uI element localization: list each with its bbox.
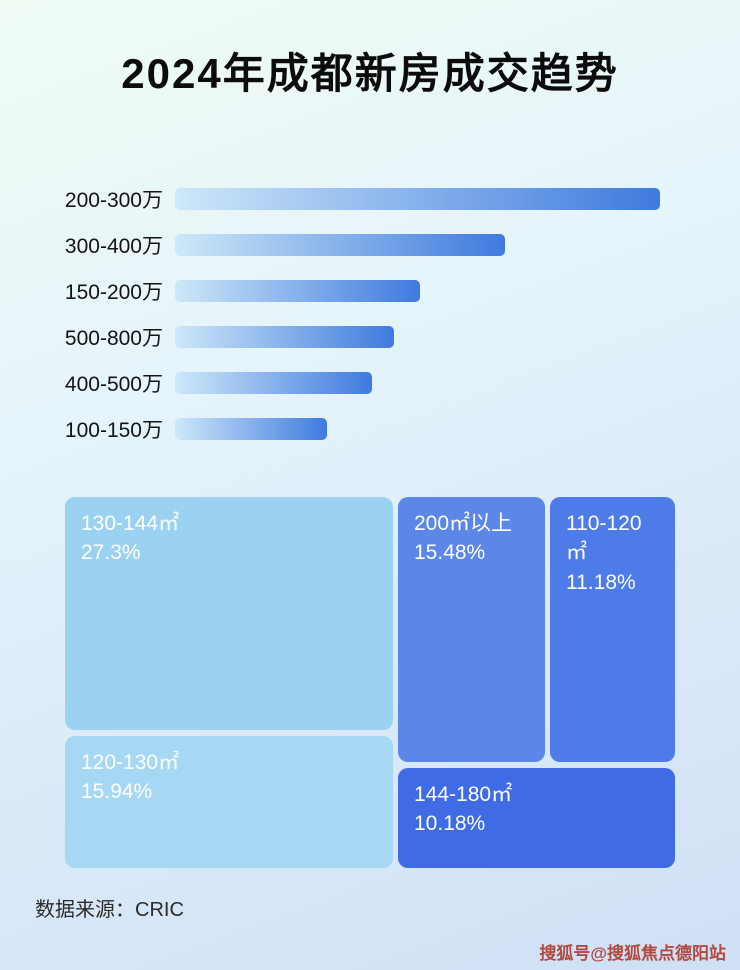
bar-label: 500-800万 bbox=[64, 327, 163, 350]
bar-label: 400-500万 bbox=[64, 373, 163, 396]
page-title: 2024年成都新房成交趋势 bbox=[121, 50, 619, 97]
bar bbox=[175, 280, 420, 302]
treemap-block-value: 15.94% bbox=[81, 780, 153, 804]
treemap-block-value: 10.18% bbox=[414, 812, 486, 836]
bar-track bbox=[175, 418, 660, 440]
treemap-block-120-130: 120-130㎡ 15.94% bbox=[65, 736, 393, 868]
bar bbox=[175, 188, 660, 210]
bar-label: 150-200万 bbox=[64, 281, 163, 304]
bar-track bbox=[175, 188, 660, 210]
bar-row: 500-800万 bbox=[0, 314, 740, 360]
watermark: 搜狐号@搜狐焦点德阳站 bbox=[539, 944, 726, 963]
bar-track bbox=[175, 234, 660, 256]
bar-row: 300-400万 bbox=[0, 222, 740, 268]
treemap-block-value: 15.48% bbox=[414, 541, 486, 565]
treemap-block-110-120: 110-120㎡ 11.18% bbox=[550, 497, 675, 762]
data-source-note: 数据来源：CRIC bbox=[35, 899, 184, 921]
price-band-bar-chart: 200-300万 300-400万 150-200万 500-800万 400-… bbox=[0, 176, 740, 452]
treemap-block-value: 11.18% bbox=[566, 570, 636, 594]
treemap-block-label: 130-144㎡ bbox=[81, 512, 180, 535]
treemap-block-value: 27.3% bbox=[81, 541, 141, 565]
treemap-block-label: 144-180㎡ bbox=[414, 783, 513, 806]
bar-row: 100-150万 bbox=[0, 406, 740, 452]
bar-label: 200-300万 bbox=[64, 189, 163, 212]
treemap-block-144-180: 144-180㎡ 10.18% bbox=[398, 768, 675, 868]
treemap-block-130-144: 130-144㎡ 27.3% bbox=[65, 497, 393, 730]
bar bbox=[175, 234, 505, 256]
bar-label: 300-400万 bbox=[64, 235, 163, 258]
bar bbox=[175, 418, 327, 440]
treemap-block-label: 110-120㎡ bbox=[566, 512, 642, 565]
bar bbox=[175, 372, 372, 394]
bar-row: 200-300万 bbox=[0, 176, 740, 222]
bar-track bbox=[175, 372, 660, 394]
treemap-block-200-plus: 200㎡以上 15.48% bbox=[398, 497, 545, 762]
treemap-block-label: 120-130㎡ bbox=[81, 751, 180, 774]
bar-track bbox=[175, 326, 660, 348]
bar bbox=[175, 326, 395, 348]
treemap-block-label: 200㎡以上 bbox=[414, 512, 513, 535]
area-size-treemap: 130-144㎡ 27.3% 120-130㎡ 15.94% 200㎡以上 15… bbox=[65, 497, 675, 868]
bar-row: 400-500万 bbox=[0, 360, 740, 406]
bar-label: 100-150万 bbox=[64, 419, 163, 442]
bar-row: 150-200万 bbox=[0, 268, 740, 314]
bar-track bbox=[175, 280, 660, 302]
